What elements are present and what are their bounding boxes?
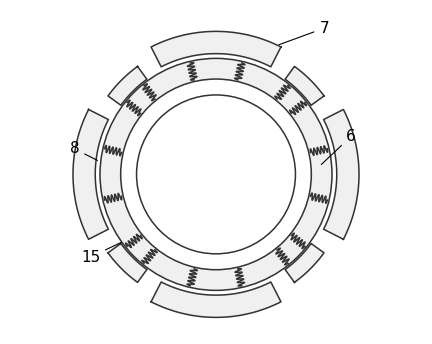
Polygon shape — [151, 282, 281, 318]
Polygon shape — [100, 58, 332, 290]
Polygon shape — [324, 109, 359, 239]
Text: 6: 6 — [321, 129, 356, 164]
Polygon shape — [108, 244, 147, 282]
Polygon shape — [151, 31, 281, 67]
Text: 7: 7 — [279, 21, 329, 45]
Text: 8: 8 — [70, 141, 98, 160]
Text: 15: 15 — [81, 242, 121, 265]
Polygon shape — [285, 66, 324, 105]
Polygon shape — [108, 66, 147, 105]
Polygon shape — [285, 244, 324, 282]
Polygon shape — [73, 109, 108, 239]
